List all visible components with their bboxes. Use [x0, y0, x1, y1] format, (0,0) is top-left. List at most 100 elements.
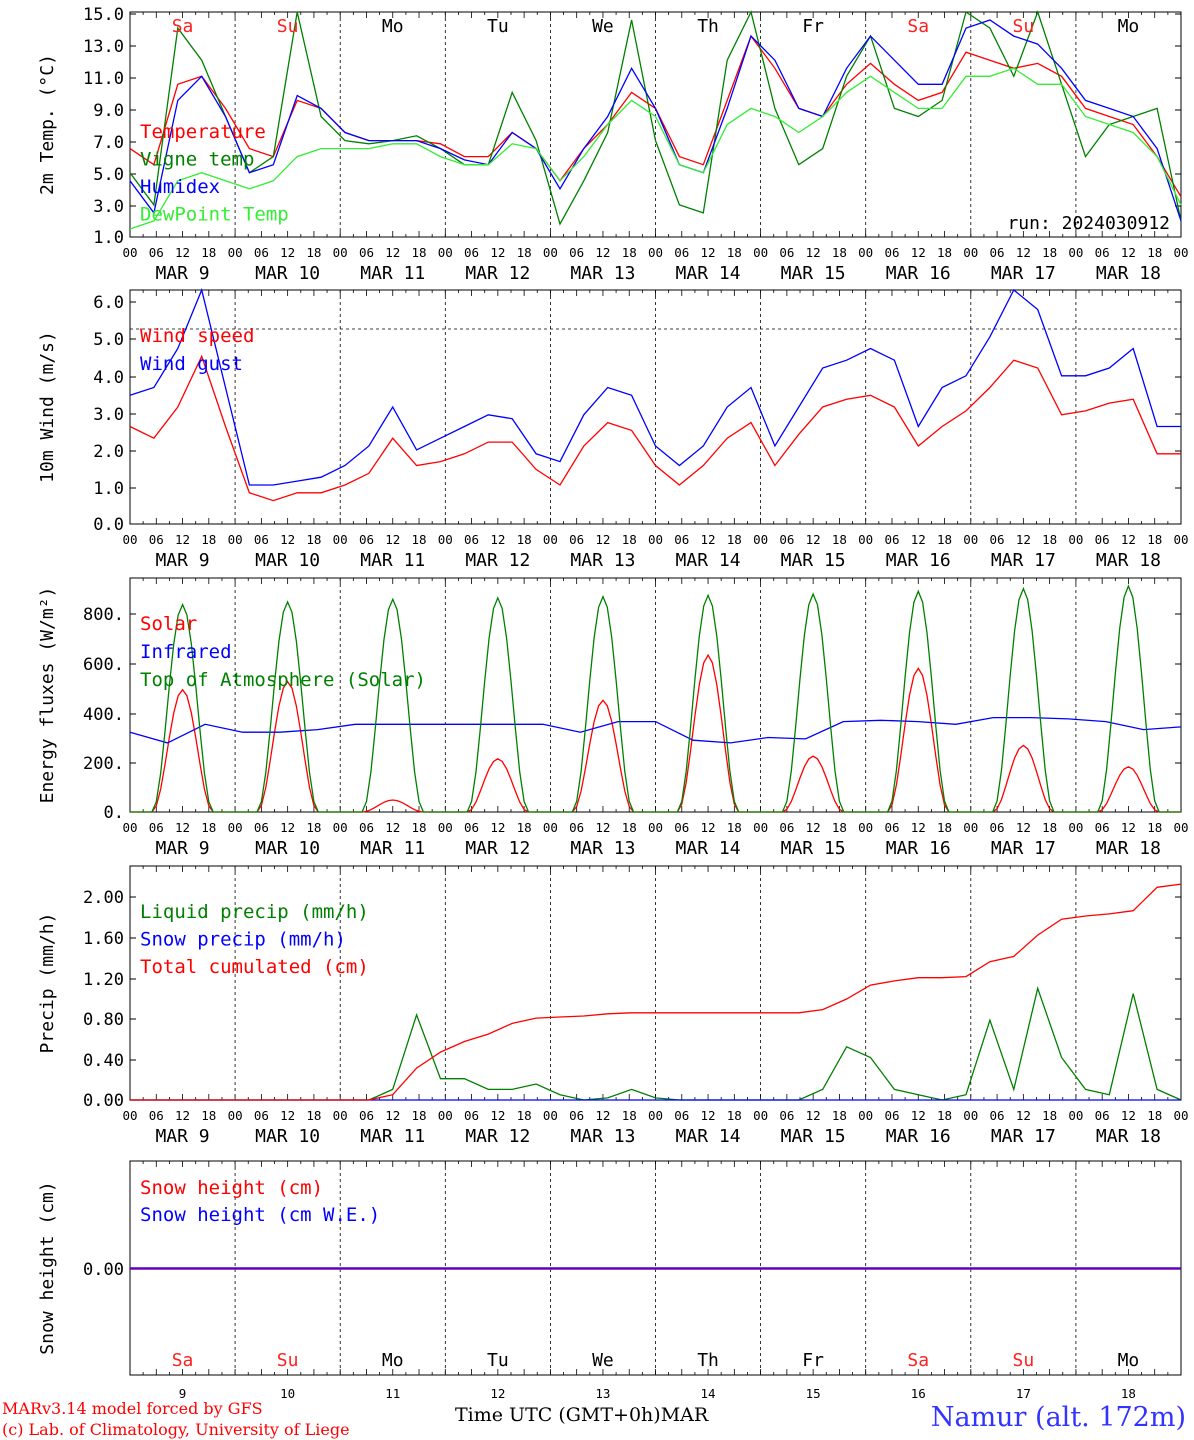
- y-axis-title: Snow height (cm): [37, 1181, 58, 1354]
- series-line: [129, 354, 1181, 502]
- day-number-label: 15: [806, 1386, 821, 1401]
- day-abbrev-label: We: [592, 1350, 614, 1371]
- day-abbrev-label: Tu: [487, 16, 509, 37]
- hour-tick-label: 18: [411, 1108, 426, 1123]
- hour-tick-label: 06: [884, 820, 899, 835]
- hour-tick-label: 18: [201, 1108, 216, 1123]
- hour-tick-label: 00: [333, 245, 348, 260]
- hour-tick-label: 18: [622, 245, 637, 260]
- legend-entry: Temperature: [140, 121, 266, 143]
- y-tick-label: 600.: [83, 655, 124, 675]
- hour-tick-label: 12: [175, 1108, 190, 1123]
- day-number-label: 16: [911, 1386, 926, 1401]
- hour-tick-label: 06: [359, 820, 374, 835]
- hour-tick-label: 00: [333, 820, 348, 835]
- y-tick-label: 5.0: [93, 165, 124, 185]
- hour-tick-label: 06: [674, 245, 689, 260]
- hour-tick-label: 00: [1068, 820, 1083, 835]
- date-label: MAR 10: [255, 1126, 320, 1147]
- hour-tick-label: 06: [254, 820, 269, 835]
- hour-tick-label: 06: [1095, 532, 1110, 547]
- hour-tick-label: 18: [201, 245, 216, 260]
- hour-tick-label: 18: [201, 820, 216, 835]
- date-label: MAR 9: [155, 263, 209, 284]
- hour-tick-label: 12: [385, 245, 400, 260]
- day-abbrev-label: Mo: [1118, 1350, 1140, 1371]
- hour-tick-label: 06: [779, 820, 794, 835]
- hour-tick-label: 06: [569, 245, 584, 260]
- date-label: MAR 12: [465, 550, 530, 571]
- hour-tick-label: 00: [963, 245, 978, 260]
- date-label: MAR 13: [570, 550, 635, 571]
- hour-tick-label: 12: [1016, 1108, 1031, 1123]
- hour-tick-label: 00: [438, 532, 453, 547]
- hour-tick-label: 12: [280, 532, 295, 547]
- hour-tick-label: 12: [175, 532, 190, 547]
- hour-tick-label: 12: [490, 820, 505, 835]
- hour-tick-label: 12: [1121, 532, 1136, 547]
- hour-tick-label: 00: [1173, 245, 1188, 260]
- y-tick-label: 400.: [83, 705, 124, 725]
- hour-tick-label: 18: [937, 1108, 952, 1123]
- hour-tick-label: 06: [990, 820, 1005, 835]
- hour-tick-label: 12: [806, 820, 821, 835]
- panel-2: 6.0 5.0 4.0 3.0 2.0 1.0 0.0 10m Wind (m/s) Wind …: [37, 287, 1189, 571]
- y-tick-label: 1.60: [83, 929, 124, 949]
- hour-tick-label: 06: [674, 820, 689, 835]
- hour-tick-label: 00: [122, 532, 137, 547]
- y-tick-label: 0.80: [83, 1010, 124, 1030]
- y-tick-label: 2.0: [93, 442, 124, 462]
- hour-tick-label: 12: [280, 820, 295, 835]
- date-label: MAR 10: [255, 263, 320, 284]
- date-label: MAR 16: [886, 263, 951, 284]
- day-number-label: 17: [1016, 1386, 1031, 1401]
- hour-tick-label: 06: [149, 1108, 164, 1123]
- hour-tick-label: 12: [1016, 820, 1031, 835]
- hour-tick-label: 00: [1068, 245, 1083, 260]
- hour-tick-label: 00: [1173, 532, 1188, 547]
- legend-entry: Total cumulated (cm): [140, 956, 369, 978]
- hour-tick-label: 12: [806, 532, 821, 547]
- hour-tick-label: 00: [1173, 820, 1188, 835]
- y-tick-label: 800.: [83, 605, 124, 625]
- hour-tick-label: 12: [385, 820, 400, 835]
- day-abbrev-label: Fr: [802, 1350, 824, 1371]
- series-line: [129, 10, 1182, 226]
- y-tick-label: 1.20: [83, 970, 124, 990]
- y-tick-label: 5.0: [93, 330, 124, 350]
- date-label: MAR 11: [360, 263, 425, 284]
- date-label: MAR 18: [1096, 550, 1161, 571]
- hour-tick-label: 12: [911, 245, 926, 260]
- legend-entry: Liquid precip (mm/h): [140, 901, 369, 923]
- hour-tick-label: 18: [832, 1108, 847, 1123]
- hour-tick-label: 12: [175, 820, 190, 835]
- y-tick-label: 0.40: [83, 1051, 124, 1071]
- panel-5: 0.00 Snow height (cm) Snow height (cm) Snow…: [37, 1160, 1182, 1401]
- y-tick-label: 200.: [83, 754, 124, 774]
- legend-entry: Wind gust: [140, 353, 243, 375]
- legend-entry: Infrared: [140, 641, 232, 663]
- hour-tick-label: 12: [1016, 245, 1031, 260]
- date-label: MAR 14: [676, 550, 741, 571]
- hour-tick-label: 00: [438, 820, 453, 835]
- day-abbrev-label: Fr: [802, 16, 824, 37]
- y-tick-label: 9.0: [93, 101, 124, 121]
- hour-tick-label: 06: [359, 245, 374, 260]
- panel-3: 800. 600. 400. 200. 0. Energy fluxes (W/m²) So…: [37, 577, 1189, 859]
- hour-tick-label: 18: [727, 532, 742, 547]
- y-tick-label: 3.0: [93, 405, 124, 425]
- run-annotation: run: 2024030912: [1007, 213, 1170, 234]
- hour-tick-label: 00: [858, 245, 873, 260]
- hour-tick-label: 06: [464, 820, 479, 835]
- time-axis-label: Time UTC (GMT+0h): [455, 1404, 661, 1426]
- date-label: MAR 12: [465, 1126, 530, 1147]
- hour-tick-label: 18: [727, 1108, 742, 1123]
- hour-tick-label: 00: [228, 1108, 243, 1123]
- y-axis-title: 10m Wind (m/s): [37, 331, 58, 483]
- date-label: MAR 11: [360, 838, 425, 859]
- hour-tick-label: 00: [648, 1108, 663, 1123]
- model-credit: MARv3.14 model forced by GFS: [2, 1399, 263, 1418]
- footer-credits: MARv3.14 model forced by GFS (c) Lab. of…: [2, 1398, 350, 1440]
- hour-tick-label: 18: [517, 245, 532, 260]
- day-abbrev-label: Sa: [172, 1350, 194, 1371]
